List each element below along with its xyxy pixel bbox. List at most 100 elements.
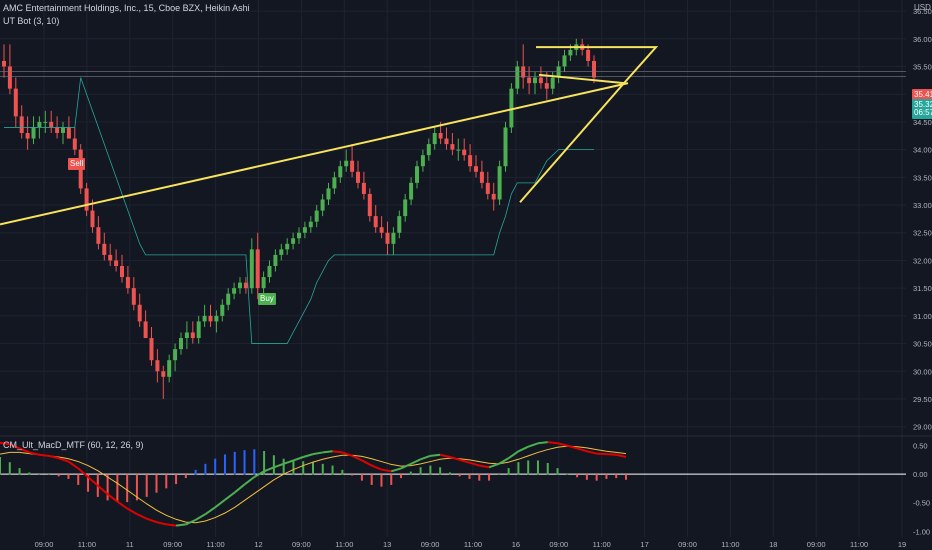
candle-body [426,144,431,156]
macd-hist-bar [233,451,236,475]
macd-line-segment [557,442,568,447]
candle-body [31,127,36,139]
candle-body [503,127,508,167]
macd-hist-bar [448,472,451,475]
macd-hist-bar [429,465,432,475]
macd-line-segment [527,442,539,448]
time-tick-label: 13 [383,540,391,549]
macd-hist-bar [263,451,266,475]
macd-hist-bar [282,458,285,475]
macd-hist-bar [576,474,579,478]
candle-body [432,132,437,145]
candle-body [291,238,296,244]
macd-line-segment [106,493,118,503]
macd-line-segment [146,517,157,524]
macd-line-segment [97,484,109,495]
macd-line-segment [469,461,480,467]
macd-hist-bar [194,469,197,475]
candle-body [515,66,520,89]
macd-line-segment [214,499,226,509]
macd-hist-bar [439,467,442,475]
macd-hist-bar [517,462,520,475]
time-tick-label: 11:00 [206,540,224,549]
candle-body [7,66,12,89]
price-tick-label: 31.00 [913,312,932,321]
macd-hist-bar [0,457,1,475]
indicator-legend-macd[interactable]: CM_Ult_MacD_MTF (60, 12, 26, 9) [3,440,144,450]
macd-hist-bar [106,474,109,501]
macd-line-segment [9,443,20,450]
time-tick-label: 11 [126,540,134,549]
candle-body [485,182,490,194]
macd-line-segment [283,459,294,465]
macd-hist-bar [546,463,549,475]
macd-line-segment [322,450,333,454]
macd-line-segment [19,447,30,454]
macd-line-segment [116,500,128,510]
candle-body [96,227,101,244]
macd-hist-bar [351,474,354,476]
candle-body [474,166,478,172]
candle-body [338,166,343,178]
macd-line-segment [29,451,40,456]
macd-line-segment [586,450,597,455]
macd-line-segment [576,447,588,453]
macd-hist-bar [155,474,158,493]
macd-line-segment [312,451,323,456]
candle-body [161,371,166,377]
candle-body [208,315,213,322]
price-tick-label: 36.50 [913,7,932,16]
symbol-title[interactable]: AMC Entertainment Holdings, Inc., 15, Cb… [3,3,250,13]
macd-hist-bar [595,474,598,481]
candle-body [403,199,408,217]
grid-lines [0,0,906,537]
candle-body [226,293,231,305]
macd-line-segment [224,491,236,501]
candle-body [521,66,526,78]
candle-body [326,188,331,200]
candle-body [302,227,307,233]
candle-body [66,127,71,139]
macd-line-segment [263,466,275,473]
currency-label: USD [914,3,931,12]
macd-line-segment [342,451,353,457]
candle-body [102,243,107,255]
macd-line-segment [488,462,500,469]
macd-line-segment [567,444,578,450]
macd-line-segment [67,460,79,470]
macd-line-segment [596,452,607,456]
candle-body [255,249,260,289]
candle-body [462,149,467,156]
macd-line-segment [547,441,558,445]
macd-line-segment [253,470,265,478]
macd-hist-bar [253,449,256,475]
macd-hist-bar [585,474,588,480]
candle-body [562,55,567,67]
candle-body [149,338,154,361]
macd-hist-bar [566,473,569,475]
candle-body [279,249,284,255]
indicator-legend-ut-bot[interactable]: UT Bot (3, 10) [3,16,60,26]
candles [2,38,596,399]
time-tick-label: 11:00 [78,540,96,549]
candle-body [273,254,278,266]
price-tick-label: 35.50 [913,62,932,71]
macd-hist-bar [507,468,510,475]
macd-hist-bar [615,474,618,479]
macd-hist-bar [536,460,539,475]
time-tick-label: 09:00 [292,540,311,549]
candle-body [344,160,349,167]
macd-hist-bar [468,474,471,479]
macd-line-segment [400,462,412,470]
macd-line-segment [508,450,519,459]
candle-body [2,60,6,67]
macd-hist-bar [625,474,627,480]
macd-line-segment [606,453,617,456]
macd-hist-bar [145,474,148,497]
macd-hist-bar [243,450,246,475]
macd-line-segment [273,462,284,469]
candle-body [249,249,254,289]
macd-hist-bar [223,454,226,475]
candle-body [373,216,378,228]
